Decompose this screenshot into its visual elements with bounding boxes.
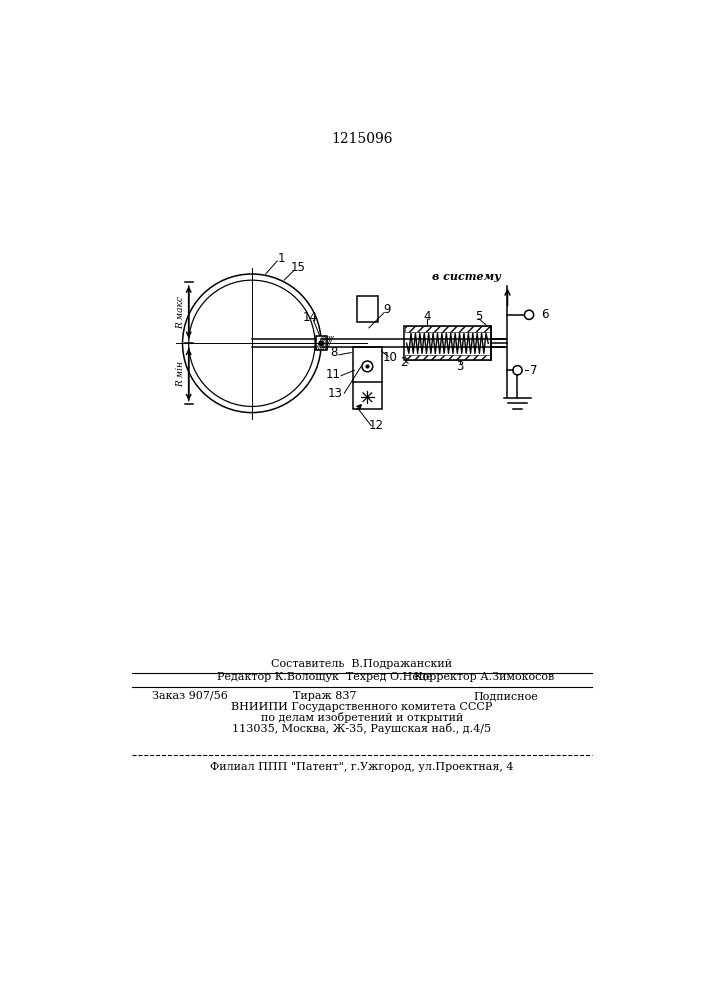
Bar: [356, 296, 378, 322]
Bar: [404, 326, 491, 360]
Text: в систему: в систему: [433, 271, 501, 282]
Text: по делам изобретений и открытий: по делам изобретений и открытий: [261, 712, 463, 723]
Text: Тираж 837: Тираж 837: [293, 691, 357, 701]
Bar: [316, 336, 327, 350]
Text: Составитель  В.Подражанский: Составитель В.Подражанский: [271, 659, 452, 669]
Text: 9: 9: [383, 303, 390, 316]
Text: 12: 12: [369, 419, 384, 432]
Bar: [405, 355, 490, 360]
Text: 14: 14: [303, 311, 318, 324]
Text: 6: 6: [542, 308, 549, 321]
Text: 10: 10: [383, 351, 398, 364]
Text: R мін: R мін: [177, 361, 185, 387]
Text: 113035, Москва, Ж-35, Раушская наб., д.4/5: 113035, Москва, Ж-35, Раушская наб., д.4…: [233, 723, 491, 734]
Text: Подписное: Подписное: [474, 691, 538, 701]
Text: 15: 15: [291, 261, 305, 274]
Bar: [405, 326, 490, 332]
Text: 5: 5: [475, 310, 483, 323]
Text: Филиал ППП "Патент", г.Ужгород, ул.Проектная, 4: Филиал ППП "Патент", г.Ужгород, ул.Проек…: [210, 762, 514, 772]
Text: 4: 4: [423, 310, 431, 323]
Text: Редактор К.Волощук  Техред О.Неце: Редактор К.Волощук Техред О.Неце: [217, 672, 433, 682]
Circle shape: [319, 341, 324, 346]
Text: 1215096: 1215096: [331, 132, 392, 146]
Text: 2: 2: [401, 356, 408, 369]
Circle shape: [362, 361, 373, 372]
Text: R макс: R макс: [177, 296, 185, 329]
Bar: [353, 347, 382, 409]
Text: 13: 13: [327, 387, 342, 400]
Text: 11: 11: [325, 368, 340, 381]
Text: 1: 1: [277, 252, 285, 265]
Text: 3: 3: [456, 360, 463, 373]
Circle shape: [513, 366, 522, 375]
Circle shape: [525, 310, 534, 319]
Text: 7: 7: [530, 364, 537, 377]
Text: Заказ 907/56: Заказ 907/56: [152, 691, 228, 701]
Text: 8: 8: [329, 346, 337, 359]
Text: ВНИИПИ Государственного комитета СССР: ВНИИПИ Государственного комитета СССР: [231, 702, 493, 712]
Text: Корректор А.Зимокосов: Корректор А.Зимокосов: [414, 672, 554, 682]
